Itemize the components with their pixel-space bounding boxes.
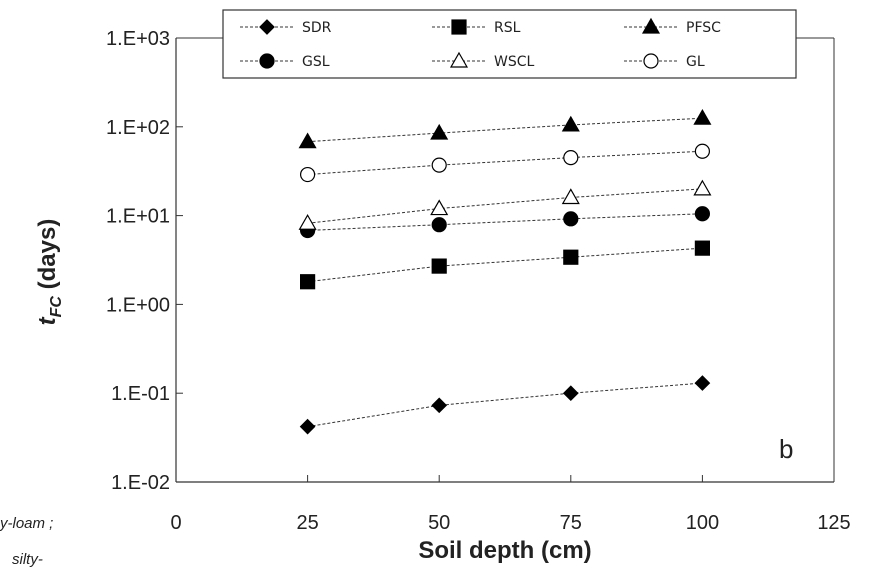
legend: SDR RSL PFSC GSL WSCL GL xyxy=(240,17,721,70)
legend-label-rsl: RSL xyxy=(494,20,521,36)
data-point-gl xyxy=(694,143,711,159)
data-point-pfsc xyxy=(693,108,712,125)
x-axis-title: Soil depth (cm) xyxy=(418,537,591,564)
series-points xyxy=(298,108,712,435)
y-tick-label: 1.E+02 xyxy=(106,117,170,139)
data-point-pfsc xyxy=(298,132,317,149)
data-point-pfsc xyxy=(561,115,580,132)
data-point-sdr xyxy=(431,397,448,414)
x-tick-label: 0 xyxy=(170,512,181,534)
legend-marker-pfsc xyxy=(641,17,661,34)
data-point-wscl xyxy=(693,179,712,196)
legend-label-sdr: SDR xyxy=(302,20,332,36)
data-point-rsl xyxy=(563,249,579,265)
y-axis-title-sub: FC xyxy=(48,296,65,318)
x-tick-label: 125 xyxy=(817,512,850,534)
x-tick-label: 75 xyxy=(560,512,582,534)
legend-box xyxy=(222,9,797,79)
data-point-sdr xyxy=(694,375,711,391)
legend-marker-rsl xyxy=(451,19,467,35)
x-tick-label: 50 xyxy=(428,512,450,534)
legend-label-gl: GL xyxy=(686,54,705,70)
series-line-rsl xyxy=(307,247,703,283)
data-point-pfsc xyxy=(430,123,449,140)
data-point-rsl xyxy=(431,258,447,274)
data-point-sdr xyxy=(562,385,579,402)
series-line-sdr xyxy=(307,382,703,428)
caption-fragment-1: y-loam ; xyxy=(0,515,53,532)
y-tick-label: 1.E+01 xyxy=(106,206,170,228)
x-tick-label: 25 xyxy=(296,512,318,534)
y-tick-label: 1.E-01 xyxy=(111,383,170,405)
y-ticks: 1.E-02 1.E-01 1.E+00 1.E+01 1.E+02 1.E+03 xyxy=(106,28,183,494)
series-line-pfsc xyxy=(307,117,703,143)
y-tick-label: 1.E+00 xyxy=(106,294,170,316)
panel-label: b xyxy=(779,434,793,464)
y-axis-title-suffix: (days) xyxy=(34,219,61,296)
x-tick-label: 100 xyxy=(686,512,719,534)
data-point-wscl xyxy=(298,214,317,230)
series-line-wscl xyxy=(307,188,703,224)
data-point-gsl xyxy=(563,211,579,227)
y-tick-label: 1.E+03 xyxy=(106,28,170,50)
data-point-gl xyxy=(431,157,447,173)
data-point-wscl xyxy=(561,188,580,205)
legend-label-gsl: GSL xyxy=(302,54,330,70)
data-point-gsl xyxy=(431,217,447,233)
y-axis-title-main: t xyxy=(34,316,61,325)
legend-marker-gl xyxy=(643,53,659,69)
data-point-rsl xyxy=(694,240,711,256)
x-ticks: 0 25 50 75 100 125 xyxy=(170,475,851,534)
legend-label-pfsc: PFSC xyxy=(686,20,721,36)
data-point-sdr xyxy=(299,418,316,435)
data-point-gsl xyxy=(694,206,711,222)
legend-marker-gsl xyxy=(259,53,275,69)
series-line-gl xyxy=(307,150,703,176)
legend-marker-sdr xyxy=(259,19,275,35)
data-point-wscl xyxy=(430,199,449,216)
series-line-gsl xyxy=(307,213,703,231)
data-point-rsl xyxy=(300,274,316,290)
legend-marker-wscl xyxy=(449,51,469,68)
y-axis-title: tFC (days) xyxy=(34,219,65,326)
data-point-gl xyxy=(563,149,579,166)
series-lines xyxy=(307,117,703,428)
data-point-gl xyxy=(300,166,316,183)
legend-label-wscl: WSCL xyxy=(494,54,535,70)
y-tick-label: 1.E-02 xyxy=(111,472,170,494)
caption-fragment-2: silty- xyxy=(12,551,43,568)
